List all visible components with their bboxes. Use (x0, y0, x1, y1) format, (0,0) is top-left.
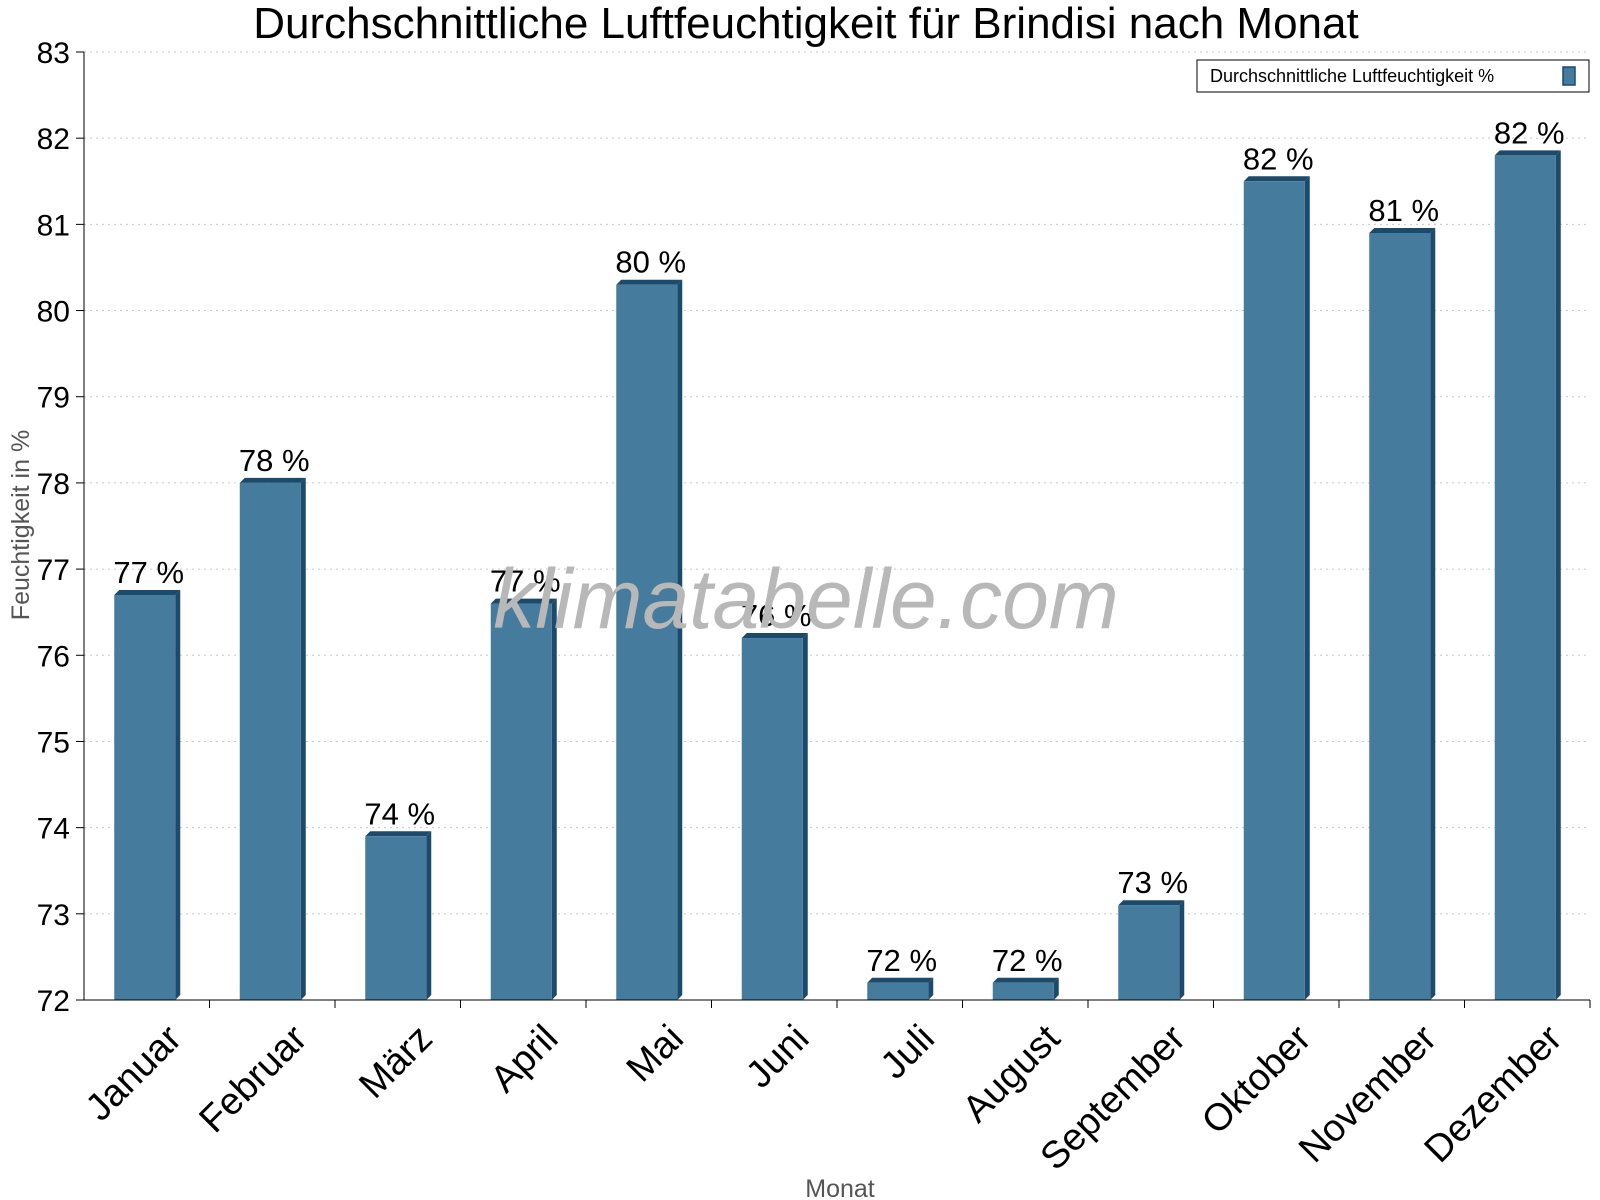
data-label: 80 % (615, 245, 686, 280)
bar (365, 836, 427, 1000)
bar (616, 284, 678, 1000)
bar (992, 982, 1054, 1000)
bar (490, 603, 552, 1000)
grid-lines (84, 51, 1590, 915)
bar-side (551, 598, 557, 1000)
x-tick-label: Juni (738, 1017, 817, 1096)
y-tick-label: 75 (37, 726, 70, 759)
bar-top (992, 977, 1059, 983)
bar-side (426, 831, 432, 1000)
bar-side (1430, 227, 1436, 1000)
bar (1494, 155, 1556, 1000)
bar (114, 594, 176, 1000)
data-label: 73 % (1117, 865, 1188, 900)
y-tick-label: 73 (37, 899, 70, 932)
data-label: 72 % (866, 943, 937, 978)
x-tick-label: August (955, 1017, 1069, 1131)
y-tick-label: 76 (37, 640, 70, 673)
y-tick-label: 77 (37, 554, 70, 587)
legend-label: Durchschnittliche Luftfeuchtigkeit % (1210, 66, 1494, 86)
bars (114, 150, 1561, 1001)
x-tick-label: Oktober (1194, 1017, 1320, 1143)
data-label: 77 % (113, 555, 184, 590)
y-tick-label: 79 (37, 382, 70, 415)
data-label: 77 % (490, 564, 561, 599)
bar-side (175, 589, 181, 1000)
x-tick-label: April (483, 1017, 566, 1100)
bar-top (741, 633, 808, 639)
data-label: 72 % (992, 943, 1063, 978)
bar-side (1179, 900, 1185, 1000)
watermark: klimatabelle.com (493, 552, 1119, 646)
bar-side (300, 477, 306, 1001)
bar-top (1494, 150, 1561, 156)
bar-top (1369, 227, 1436, 233)
bar-side (1304, 176, 1310, 1001)
y-tick-label: 83 (37, 37, 70, 70)
data-label: 82 % (1243, 141, 1314, 176)
bar-top (239, 477, 306, 483)
bar-side (677, 279, 683, 1000)
bar-top (490, 598, 557, 604)
x-tick-label: Juli (873, 1017, 943, 1087)
bar (741, 638, 803, 1000)
bar (1118, 905, 1180, 1000)
x-tick-label: Februar (191, 1017, 315, 1141)
data-label: 78 % (239, 443, 310, 478)
y-tick-label: 74 (37, 813, 70, 846)
bar-side (1555, 150, 1561, 1000)
x-tick-label: Januar (78, 1017, 190, 1129)
data-label: 82 % (1494, 115, 1565, 150)
chart-title: Durchschnittliche Luftfeuchtigkeit für B… (253, 0, 1358, 48)
bar-top (365, 831, 432, 837)
legend-swatch (1562, 66, 1576, 86)
bar-side (802, 633, 808, 1000)
y-axis-label: Feuchtigkeit in % (7, 430, 35, 620)
data-label: 74 % (364, 796, 435, 831)
data-labels: 77 % 78 % 74 % 77 % 80 % 76 % 72 % 72 % 73 % 82 %… (113, 115, 1564, 977)
data-label: 81 % (1368, 193, 1439, 228)
legend: Durchschnittliche Luftfeuchtigkeit % (1196, 59, 1590, 93)
bar (239, 482, 301, 1001)
bar (867, 982, 929, 1000)
x-axis-label: Monat (805, 1175, 875, 1200)
bar-top (1118, 900, 1185, 906)
bar-top (867, 977, 934, 983)
bar-side (928, 977, 934, 1000)
y-tick-label: 81 (37, 209, 70, 242)
x-tick-label: Dezember (1417, 1017, 1571, 1171)
y-tick-label: 72 (37, 985, 70, 1018)
bar-side (1053, 977, 1059, 1000)
data-label: 76 % (741, 598, 812, 633)
bar-top (114, 589, 181, 595)
bar-top (616, 279, 683, 285)
x-tick-label: März (351, 1017, 440, 1106)
y-tick-label: 82 (37, 123, 70, 156)
bar (1243, 181, 1305, 1001)
bar-top (1243, 176, 1310, 182)
y-tick-label: 78 (37, 468, 70, 501)
y-tick-label: 80 (37, 296, 70, 329)
bar (1369, 232, 1431, 1000)
x-tick-label: Mai (619, 1017, 692, 1090)
legend-box (1196, 59, 1590, 93)
